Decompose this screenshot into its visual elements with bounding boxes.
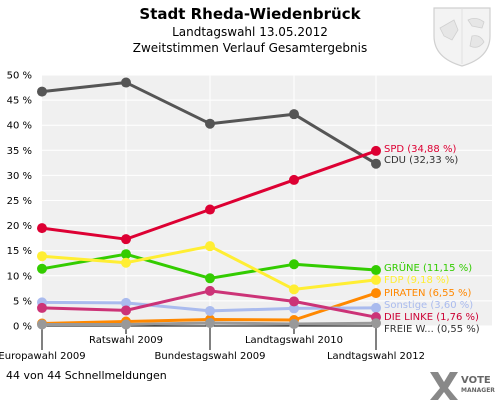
data-point — [121, 305, 131, 316]
data-point — [37, 319, 47, 330]
data-point — [289, 109, 299, 120]
legend-label: FDP (9,18 %) — [384, 275, 450, 286]
legend-label: CDU (32,33 %) — [384, 155, 458, 166]
y-tick-label: 10 % — [7, 271, 32, 282]
coat-of-arms-icon — [433, 7, 491, 67]
y-tick-label: 40 % — [7, 121, 32, 132]
data-point — [371, 158, 381, 169]
data-point — [289, 174, 299, 185]
data-point — [37, 86, 47, 97]
y-tick-label: 5 % — [13, 296, 32, 307]
series-points — [37, 77, 381, 330]
x-category-label: Landtagswahl 2012 — [327, 351, 425, 362]
data-point — [289, 318, 299, 329]
y-axis-ticks: 0 % 5 % 10 % 15 % 20 % 25 % 30 % 35 % 40 % 45 % 50… — [7, 71, 32, 333]
data-point — [121, 234, 131, 245]
chart-subtitle-description: Zweitstimmen Verlauf Gesamtergebnis — [133, 41, 367, 55]
y-tick-label: 25 % — [7, 196, 32, 207]
data-point — [37, 263, 47, 274]
legend-label: PIRATEN (6,55 %) — [384, 288, 472, 299]
data-point — [121, 319, 131, 330]
legend-label: Sonstige (3,60 %) — [384, 300, 473, 311]
data-point — [371, 145, 381, 156]
data-point — [371, 288, 381, 299]
vote-manager-logo-icon — [430, 372, 458, 400]
data-point — [205, 204, 215, 215]
data-point — [205, 118, 215, 129]
data-point — [289, 259, 299, 270]
data-point — [121, 257, 131, 268]
legend-label: GRÜNE (11,15 %) — [384, 261, 472, 274]
data-point — [371, 318, 381, 329]
data-point — [37, 302, 47, 313]
x-category-label: Landtagswahl 2010 — [245, 335, 343, 346]
data-point — [205, 285, 215, 296]
chart-title: Stadt Rheda-Wiedenbrück — [139, 5, 361, 23]
legend: CDU (32,33 %)SPD (34,88 %) GRÜNE (11,15 %… — [384, 144, 480, 335]
legend-label: DIE LINKE (1,76 %) — [384, 312, 479, 323]
data-point — [205, 317, 215, 328]
y-tick-label: 50 % — [7, 71, 32, 82]
y-tick-label: 0 % — [13, 322, 32, 333]
data-point — [121, 297, 131, 308]
data-point — [37, 223, 47, 234]
data-point — [371, 302, 381, 313]
data-point — [205, 241, 215, 252]
data-point — [289, 284, 299, 295]
y-tick-label: 20 % — [7, 221, 32, 232]
data-point — [121, 77, 131, 88]
y-tick-label: 45 % — [7, 96, 32, 107]
y-tick-label: 15 % — [7, 246, 32, 257]
brand-subtitle: MANAGER — [461, 387, 495, 394]
x-category-label: Europawahl 2009 — [0, 351, 86, 362]
data-point — [371, 274, 381, 285]
data-point — [205, 305, 215, 316]
data-point — [121, 249, 131, 260]
data-point — [205, 273, 215, 284]
x-category-label: Bundestagswahl 2009 — [155, 351, 266, 362]
data-point — [289, 303, 299, 314]
y-tick-label: 30 % — [7, 171, 32, 182]
legend-label: SPD (34,88 %) — [384, 144, 456, 155]
data-point — [289, 296, 299, 307]
data-point — [371, 265, 381, 276]
x-category-label: Ratswahl 2009 — [89, 335, 163, 346]
brand-name: VOTE — [461, 375, 491, 386]
status-text: 44 von 44 Schnellmeldungen — [6, 369, 167, 382]
legend-label: FREIE W... (0,55 %) — [384, 324, 480, 335]
y-tick-label: 35 % — [7, 146, 32, 157]
chart-subtitle-election: Landtagswahl 13.05.2012 — [172, 25, 328, 39]
data-point — [37, 251, 47, 262]
